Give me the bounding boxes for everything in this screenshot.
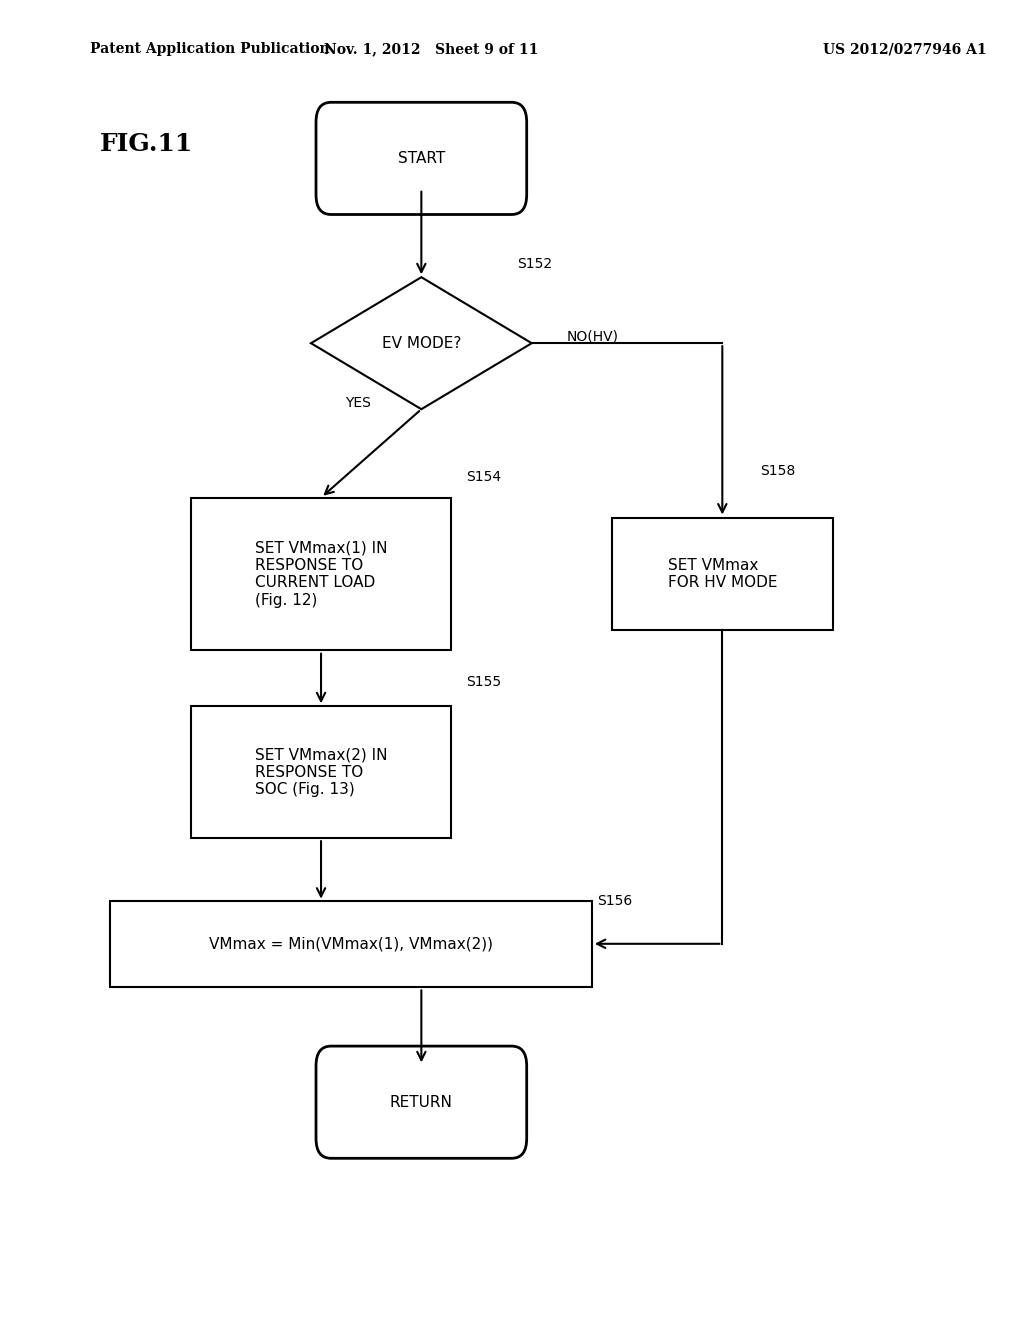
Text: NO(HV): NO(HV) bbox=[567, 330, 618, 343]
FancyBboxPatch shape bbox=[316, 103, 526, 214]
Bar bbox=[190, 499, 452, 651]
Text: YES: YES bbox=[345, 396, 371, 409]
Text: US 2012/0277946 A1: US 2012/0277946 A1 bbox=[822, 42, 986, 57]
Text: EV MODE?: EV MODE? bbox=[382, 335, 461, 351]
Text: RETURN: RETURN bbox=[390, 1094, 453, 1110]
Bar bbox=[190, 706, 452, 838]
Text: S156: S156 bbox=[597, 894, 632, 908]
Text: S152: S152 bbox=[517, 256, 552, 271]
Text: START: START bbox=[397, 150, 445, 166]
Text: Nov. 1, 2012   Sheet 9 of 11: Nov. 1, 2012 Sheet 9 of 11 bbox=[325, 42, 539, 57]
Text: FIG.11: FIG.11 bbox=[100, 132, 194, 156]
Text: S154: S154 bbox=[467, 470, 502, 484]
Text: SET VMmax
FOR HV MODE: SET VMmax FOR HV MODE bbox=[668, 558, 777, 590]
Polygon shape bbox=[311, 277, 531, 409]
Text: VMmax = Min(VMmax(1), VMmax(2)): VMmax = Min(VMmax(1), VMmax(2)) bbox=[209, 936, 494, 952]
Text: S155: S155 bbox=[467, 675, 502, 689]
Text: SET VMmax(1) IN
RESPONSE TO
CURRENT LOAD
(Fig. 12): SET VMmax(1) IN RESPONSE TO CURRENT LOAD… bbox=[255, 541, 387, 607]
Text: SET VMmax(2) IN
RESPONSE TO
SOC (Fig. 13): SET VMmax(2) IN RESPONSE TO SOC (Fig. 13… bbox=[255, 747, 387, 797]
FancyBboxPatch shape bbox=[316, 1045, 526, 1159]
Bar bbox=[111, 902, 592, 987]
Text: S158: S158 bbox=[761, 463, 796, 478]
Text: Patent Application Publication: Patent Application Publication bbox=[90, 42, 330, 57]
Bar bbox=[612, 519, 833, 631]
